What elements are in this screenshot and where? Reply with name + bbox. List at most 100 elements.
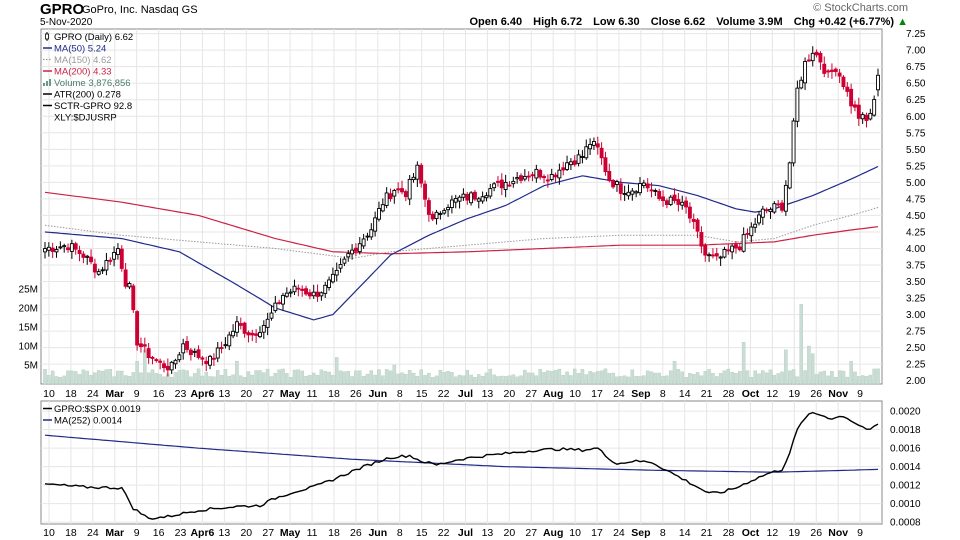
candle-body <box>668 196 673 205</box>
volume-bar <box>181 369 185 385</box>
volume-bar <box>311 372 316 385</box>
candle-body <box>641 182 646 187</box>
x-tick-label: Oct <box>742 388 760 400</box>
candle <box>177 352 182 363</box>
candle-body <box>415 164 420 180</box>
candle-body <box>350 249 355 255</box>
ratio-y-tick-label: 0.0020 <box>890 407 921 418</box>
candle-body <box>66 247 70 251</box>
candle-body <box>442 210 447 214</box>
y-tick-label: 7.25 <box>906 29 926 40</box>
candle <box>519 173 523 184</box>
volume-bar <box>404 374 408 385</box>
x-tick-label: 15 <box>416 527 428 539</box>
candle-body <box>100 269 105 272</box>
candle-body <box>430 213 435 220</box>
candle-body <box>284 292 289 297</box>
candle <box>311 284 316 299</box>
candle-body <box>346 253 351 258</box>
exchange-name: Nasdaq GS <box>140 4 198 16</box>
candle-body <box>238 323 243 326</box>
candle-body <box>81 253 86 258</box>
candle-body <box>806 59 811 62</box>
x-tick-label: 16 <box>153 527 165 539</box>
volume-bar <box>411 372 416 385</box>
candle <box>365 232 370 241</box>
candle-body <box>246 332 251 336</box>
volume-bar <box>273 373 278 385</box>
volume-bar <box>484 372 489 385</box>
candle <box>81 251 86 264</box>
candle-body <box>661 196 665 202</box>
x-tick-label: Mar <box>105 388 124 400</box>
candle <box>549 168 554 182</box>
y-tick-label: 4.00 <box>906 244 926 255</box>
x-tick-label: 23 <box>175 527 187 539</box>
volume-bar <box>369 370 374 385</box>
candle <box>204 356 209 372</box>
candle <box>480 191 485 204</box>
volume-bar <box>684 377 688 385</box>
candle <box>653 188 658 197</box>
volume-bar <box>169 377 174 385</box>
volume-bar <box>776 373 780 385</box>
ratio-x-tick-labels: 10 18 24 Mar 9 16 23 Apr6 13 20 27 May 11 18 26 Jun 8 15 2… <box>43 527 863 539</box>
volume-bar <box>780 371 784 385</box>
candle-body <box>561 167 566 171</box>
candle <box>664 198 669 209</box>
candle-body <box>864 114 869 121</box>
candle <box>323 281 328 298</box>
candle <box>484 192 489 202</box>
x-tick-label: 14 <box>679 527 691 539</box>
candle <box>638 176 642 196</box>
candle-body <box>223 344 228 347</box>
candle-body <box>231 330 236 337</box>
y-tick-label: 5.00 <box>906 178 926 189</box>
candle-body <box>519 175 523 181</box>
candle-body <box>783 184 788 212</box>
candle-body <box>496 180 500 183</box>
candle <box>215 341 220 363</box>
x-tick-label: 17 <box>591 388 603 400</box>
candle-body <box>818 52 823 63</box>
y-tick-label: 6.50 <box>906 79 926 90</box>
y-tick-label: 2.50 <box>906 343 926 354</box>
candle-body <box>334 269 339 276</box>
legend-label: Volume 3,876,856 <box>54 78 131 89</box>
candle <box>553 172 558 183</box>
candle <box>676 192 681 212</box>
x-tick-label: 21 <box>701 527 713 539</box>
candle <box>476 196 481 209</box>
candle-body <box>557 169 562 179</box>
candle-body <box>507 184 512 187</box>
volume-bar <box>576 373 581 385</box>
volume-bar <box>373 374 377 385</box>
y-tick-label: 5.25 <box>906 161 926 172</box>
candle-body <box>603 157 608 173</box>
volume-bar <box>315 374 320 385</box>
volume-bar <box>438 370 443 385</box>
y-tick-label: 6.75 <box>906 62 926 73</box>
volume-bar <box>81 369 86 385</box>
y-tick-label: 2.75 <box>906 327 926 338</box>
candle <box>307 289 312 300</box>
candle <box>208 354 213 370</box>
x-tick-label: 26 <box>350 388 362 400</box>
candle <box>741 227 746 253</box>
candle <box>492 181 497 192</box>
candle-body <box>745 233 750 235</box>
volume-bar <box>269 376 274 385</box>
candle <box>108 257 113 265</box>
ratio-line <box>44 411 879 520</box>
candle-body <box>181 343 186 354</box>
volume-bar <box>461 375 466 385</box>
volume-bar <box>661 376 665 385</box>
volume-bar <box>300 370 304 385</box>
volume-bar <box>757 373 761 385</box>
volume-bar <box>450 372 454 385</box>
candle-body <box>369 229 374 238</box>
volume-bar <box>845 376 850 385</box>
volume-bar <box>250 374 255 385</box>
candle-body <box>480 196 485 202</box>
x-tick-label: May <box>280 388 301 400</box>
